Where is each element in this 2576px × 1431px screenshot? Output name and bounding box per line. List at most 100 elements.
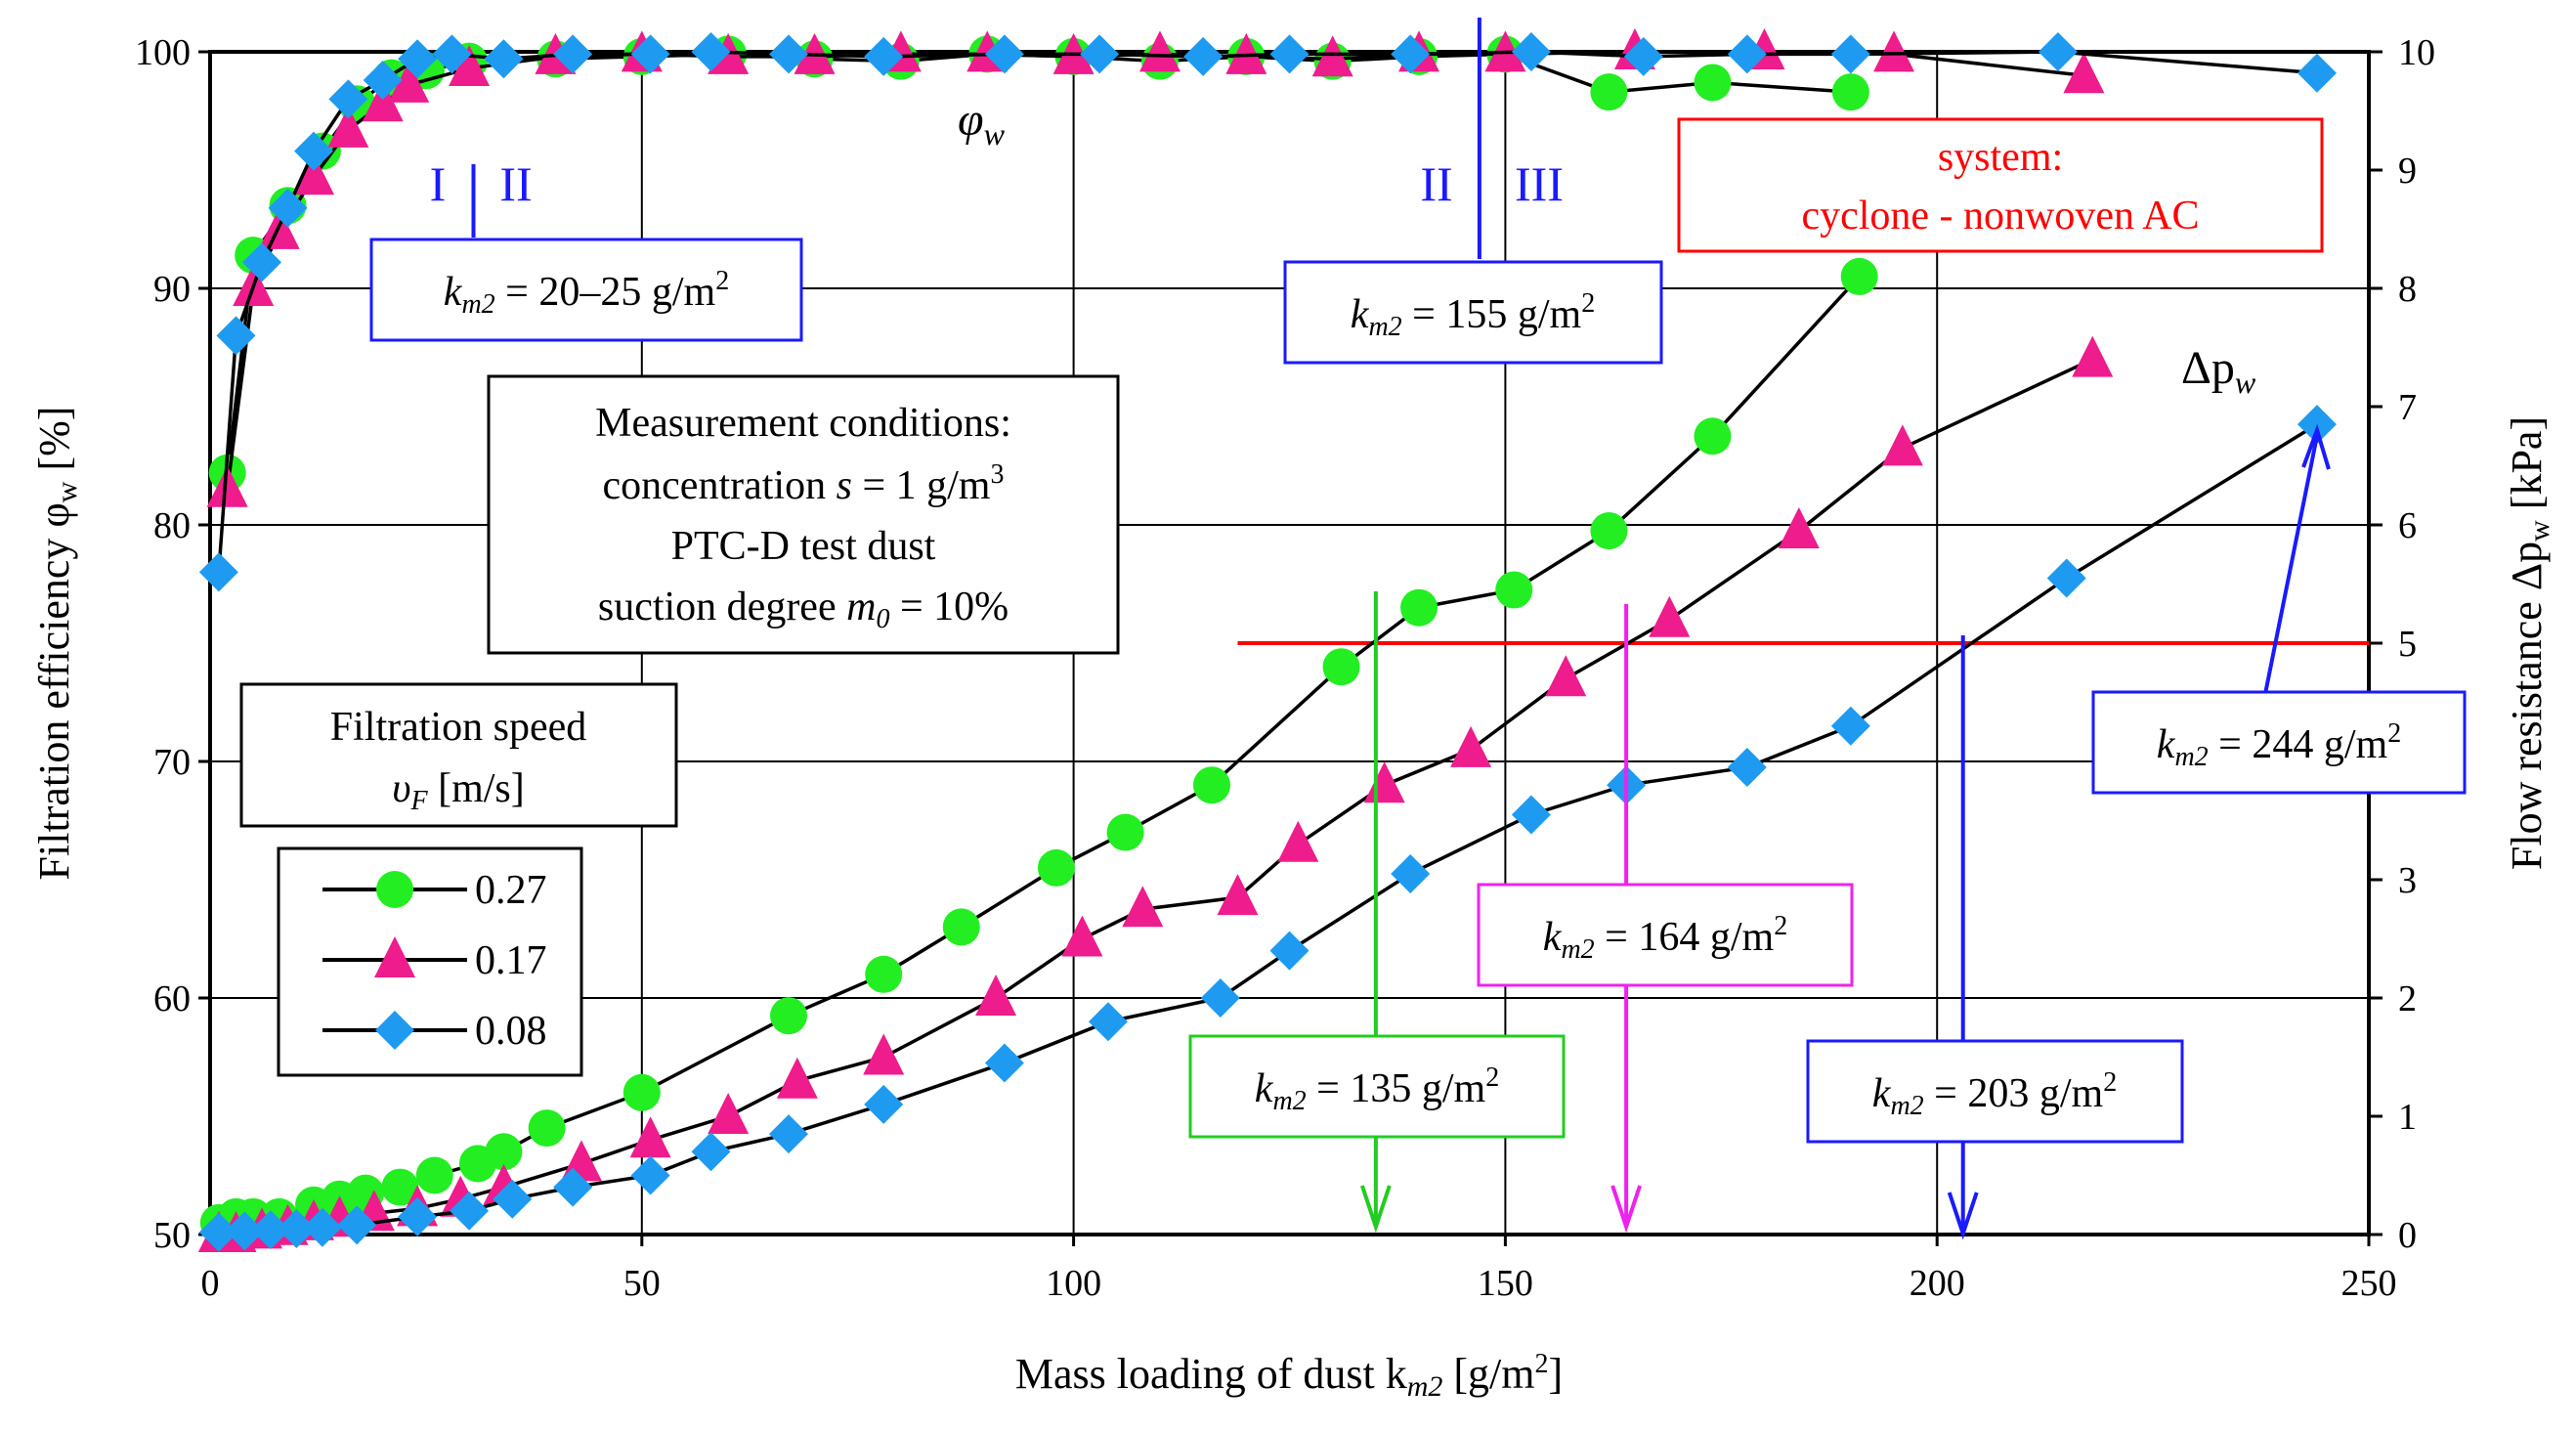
legend-marker bbox=[375, 1011, 414, 1050]
x-tick-label: 150 bbox=[1478, 1263, 1533, 1304]
y-left-tick-label: 50 bbox=[153, 1215, 191, 1256]
legend-title-box: Filtration speed υF [m/s] bbox=[239, 682, 678, 828]
svg-text:suction degree m0 = 10%: suction degree m0 = 10% bbox=[598, 585, 1009, 634]
annotation-k6: km2 = 203 g/m2 bbox=[1806, 1039, 2184, 1144]
resistance-point-0.27 bbox=[1495, 571, 1533, 609]
y-left-tick-label: 80 bbox=[153, 505, 191, 546]
zone-divider-1: I II bbox=[430, 156, 533, 238]
arrow-head-244 bbox=[2301, 423, 2331, 470]
svg-text:concentration s = 1 g/m3: concentration s = 1 g/m3 bbox=[603, 459, 1005, 508]
y-right-tick-label: 6 bbox=[2398, 505, 2417, 546]
resistance-curve-label: Δpw bbox=[2181, 342, 2256, 400]
resistance-point-0.08 bbox=[450, 1191, 490, 1231]
legend: 0.27 0.17 0.08 bbox=[277, 846, 583, 1077]
efficiency-point-0.08 bbox=[1080, 34, 1120, 74]
svg-text:cyclone - nonwoven AC: cyclone - nonwoven AC bbox=[1801, 194, 2199, 238]
y-right-tick-label: 5 bbox=[2398, 624, 2417, 665]
efficiency-point-0.17 bbox=[327, 106, 369, 148]
svg-text:km2 = 244 g/m2: km2 = 244 g/m2 bbox=[2157, 718, 2401, 772]
efficiency-point-0.08 bbox=[363, 61, 403, 101]
y-right-tick-label: 9 bbox=[2398, 151, 2417, 192]
resistance-point-0.27 bbox=[1192, 766, 1230, 804]
efficiency-point-0.08 bbox=[242, 242, 282, 282]
efficiency-point-0.27 bbox=[1831, 73, 1869, 111]
resistance-point-0.27 bbox=[415, 1156, 453, 1194]
resistance-point-0.27 bbox=[865, 955, 903, 993]
efficiency-point-0.27 bbox=[1694, 64, 1732, 102]
resistance-point-0.08 bbox=[1200, 978, 1240, 1018]
efficiency-point-0.08 bbox=[769, 34, 809, 74]
efficiency-curve-label: φw bbox=[958, 94, 1006, 152]
y-right-tick-label: 3 bbox=[2398, 860, 2417, 901]
resistance-point-0.17 bbox=[1217, 874, 1259, 916]
arrow-shaft-244 bbox=[2263, 435, 2319, 695]
efficiency-point-0.08 bbox=[553, 34, 593, 74]
arrow-head-135 bbox=[1359, 1185, 1392, 1234]
resistance-point-0.17 bbox=[1122, 886, 1164, 928]
resistance-point-0.27 bbox=[1322, 648, 1360, 686]
efficiency-point-0.08 bbox=[691, 32, 731, 71]
arrow-head-203 bbox=[1947, 1192, 1979, 1240]
efficiency-point-0.27 bbox=[1590, 73, 1628, 111]
efficiency-point-0.08 bbox=[328, 79, 368, 119]
resistance-point-0.08 bbox=[769, 1114, 809, 1154]
efficiency-point-0.08 bbox=[2297, 53, 2337, 93]
resistance-point-0.27 bbox=[1400, 588, 1438, 627]
resistance-point-0.08 bbox=[1391, 853, 1431, 893]
resistance-point-0.08 bbox=[691, 1132, 731, 1172]
resistance-point-0.08 bbox=[198, 1212, 238, 1252]
y-right-tick-label: 8 bbox=[2398, 269, 2417, 310]
efficiency-point-0.08 bbox=[198, 552, 238, 592]
y-right-axis-title: Flow resistance Δpw [kPa] bbox=[2503, 416, 2555, 870]
svg-text:system:: system: bbox=[1938, 135, 2063, 180]
resistance-point-0.17 bbox=[1061, 915, 1103, 957]
resistance-point-0.08 bbox=[302, 1207, 342, 1247]
efficiency-point-0.08 bbox=[1623, 36, 1663, 76]
resistance-point-0.17 bbox=[2072, 335, 2114, 377]
resistance-point-0.17 bbox=[1778, 507, 1820, 549]
data-series bbox=[197, 28, 2337, 1252]
efficiency-point-0.08 bbox=[1727, 34, 1767, 74]
resistance-point-0.08 bbox=[1830, 706, 1870, 746]
efficiency-point-0.08 bbox=[1183, 36, 1224, 76]
efficiency-point-0.17 bbox=[206, 465, 248, 507]
svg-text:PTC-D test dust: PTC-D test dust bbox=[671, 524, 936, 569]
efficiency-point-0.08 bbox=[398, 39, 438, 79]
zone-label-II-b: II bbox=[1420, 156, 1452, 211]
x-tick-label: 200 bbox=[1910, 1263, 1965, 1304]
y-right-tick-label: 1 bbox=[2398, 1097, 2417, 1138]
y-right-tick-label: 10 bbox=[2398, 32, 2435, 73]
efficiency-point-0.17 bbox=[1873, 30, 1915, 72]
efficiency-point-0.17 bbox=[388, 61, 430, 103]
resistance-point-0.08 bbox=[493, 1179, 533, 1219]
efficiency-point-0.08 bbox=[2038, 32, 2078, 71]
y-left-tick-label: 60 bbox=[153, 978, 191, 1019]
efficiency-point-0.08 bbox=[864, 36, 904, 76]
x-tick-label: 50 bbox=[623, 1263, 661, 1304]
efficiency-point-0.08 bbox=[432, 34, 472, 74]
svg-text:km2 = 20–25 g/m2: km2 = 20–25 g/m2 bbox=[444, 266, 729, 320]
efficiency-point-0.17 bbox=[362, 80, 404, 122]
svg-text:km2 = 203 g/m2: km2 = 203 g/m2 bbox=[1872, 1067, 2117, 1121]
svg-text:km2 = 135 g/m2: km2 = 135 g/m2 bbox=[1255, 1062, 1499, 1116]
efficiency-point-0.17 bbox=[2063, 52, 2105, 94]
system-box: system: cyclone - nonwoven AC bbox=[1677, 117, 2324, 253]
resistance-point-0.27 bbox=[528, 1109, 566, 1148]
resistance-point-0.27 bbox=[1590, 512, 1628, 550]
x-tick-label: 250 bbox=[2341, 1263, 2397, 1304]
resistance-point-0.27 bbox=[1037, 848, 1075, 887]
efficiency-point-0.08 bbox=[1269, 34, 1309, 74]
resistance-point-0.08 bbox=[2297, 405, 2337, 445]
legend-marker bbox=[376, 871, 413, 908]
legend-label: 0.08 bbox=[475, 1009, 547, 1054]
svg-text:Measurement conditions:: Measurement conditions: bbox=[595, 401, 1011, 446]
y-left-tick-label: 90 bbox=[153, 269, 191, 310]
annotation-k3: km2 = 244 g/m2 bbox=[2091, 690, 2467, 795]
efficiency-point-0.08 bbox=[268, 188, 308, 228]
resistance-point-0.27 bbox=[381, 1168, 419, 1206]
y-left-axis-title: Filtration efficiency φw [%] bbox=[30, 407, 83, 881]
svg-text:km2 = 155 g/m2: km2 = 155 g/m2 bbox=[1351, 288, 1595, 342]
zone-label-I: I bbox=[430, 156, 447, 211]
resistance-point-0.17 bbox=[1450, 725, 1492, 767]
svg-text:υF [m/s]: υF [m/s] bbox=[392, 766, 525, 816]
